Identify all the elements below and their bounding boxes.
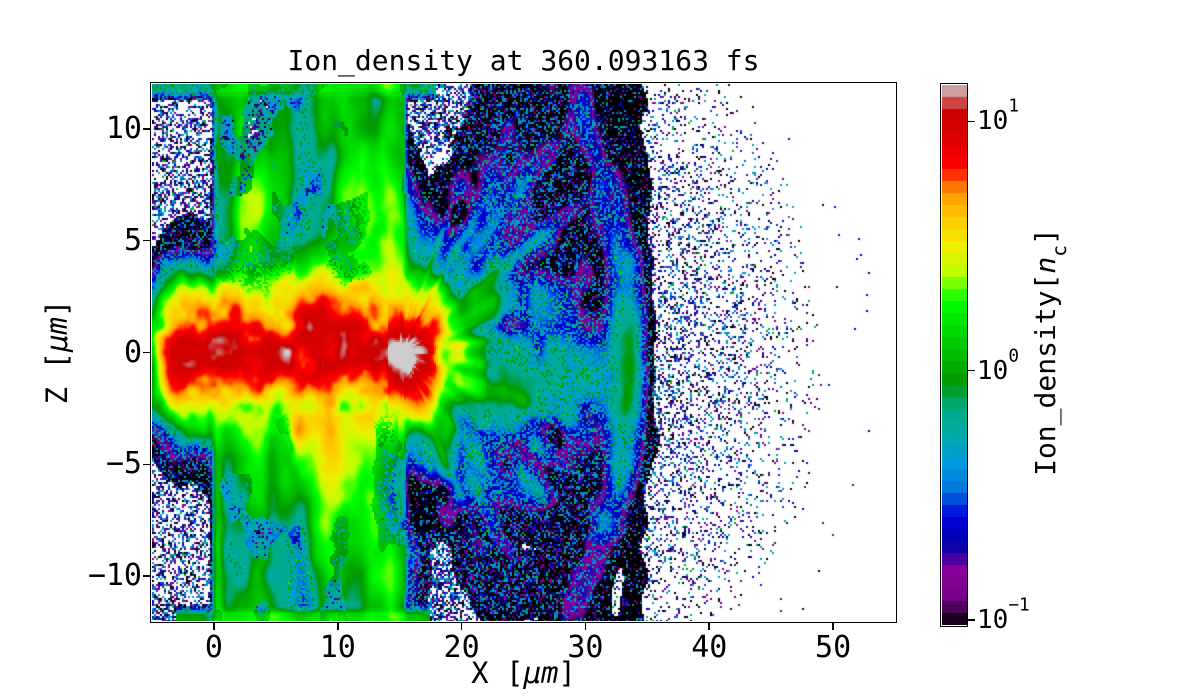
x-tick-label: 10 [319, 630, 356, 665]
heatmap-canvas [152, 84, 895, 621]
x-tick-label: 30 [567, 630, 604, 665]
y-tick-label: 0 [123, 334, 142, 370]
x-tick [460, 622, 463, 630]
colorbar-label-post: ] [1029, 228, 1063, 245]
x-tick-label: 20 [443, 630, 480, 665]
chart-title: Ion_density at 360.093163 fs [287, 44, 760, 77]
y-axis-label-pre: Z [ [40, 352, 74, 405]
y-tick [143, 127, 151, 130]
y-tick-label: 5 [123, 222, 142, 258]
y-tick-label: −10 [87, 558, 142, 594]
colorbar-label-subscript: c [1048, 244, 1072, 257]
x-axis-unit: μm [523, 656, 559, 690]
x-tick [708, 622, 711, 630]
y-axis-label: Z [μm] [40, 300, 74, 405]
colorbar-tick-exponent: 1 [1008, 96, 1019, 117]
x-tick [213, 622, 215, 630]
x-tick [832, 622, 834, 630]
colorbar-label: Ion_density[nc] [1029, 228, 1071, 476]
colorbar-tick [968, 369, 975, 372]
x-tick-label: 40 [691, 630, 728, 665]
colorbar-label-symbol: n [1029, 256, 1063, 274]
x-tick-label: 0 [204, 630, 223, 665]
y-tick [143, 239, 151, 242]
x-axis-label-pre: X [ [471, 656, 524, 690]
y-tick [143, 575, 151, 578]
x-axis-label: X [μm] [152, 656, 895, 690]
y-tick [143, 463, 151, 466]
x-tick [584, 622, 587, 630]
colorbar-tick-base: 10 [977, 355, 1009, 386]
plot-axes-frame [150, 82, 897, 623]
colorbar-tick [968, 120, 975, 123]
colorbar-tick [968, 618, 975, 621]
colorbar-tick-label: 101 [977, 97, 1019, 137]
y-tick [143, 351, 151, 354]
x-axis-label-post: ] [558, 656, 576, 690]
y-tick-label: 10 [105, 110, 142, 146]
colorbar-label-pre: Ion_density[ [1029, 273, 1063, 476]
colorbar-canvas [942, 85, 967, 625]
y-axis-unit: μm [40, 317, 74, 352]
colorbar-tick-label: 10−1 [977, 595, 1030, 635]
colorbar-tick-label: 100 [977, 346, 1019, 386]
y-axis-label-post: ] [40, 299, 74, 318]
colorbar-frame [940, 83, 969, 627]
x-tick-label: 50 [815, 630, 852, 665]
x-tick [336, 622, 339, 630]
colorbar-tick-base: 10 [977, 106, 1009, 137]
colorbar-tick-exponent: −1 [1008, 595, 1030, 616]
y-tick-label: −5 [105, 446, 142, 482]
colorbar-tick-exponent: 0 [1008, 346, 1019, 367]
colorbar-tick-base: 10 [977, 604, 1009, 635]
